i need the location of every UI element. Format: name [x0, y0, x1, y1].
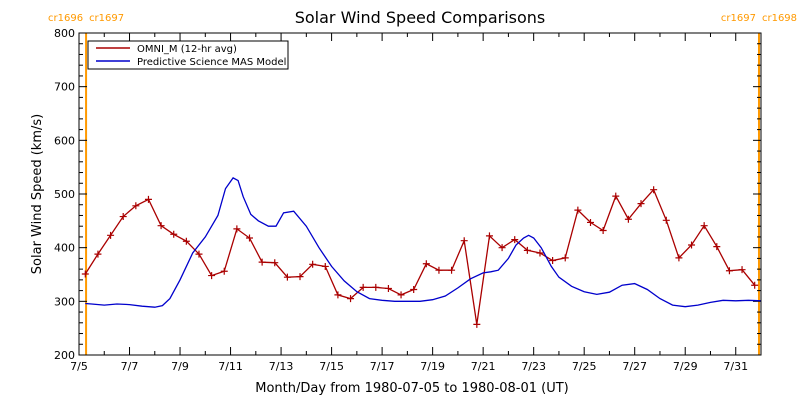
data-point-0 [725, 267, 733, 275]
data-point-0 [397, 291, 405, 299]
carrington-label-right: cr1698 [762, 13, 797, 24]
data-point-0 [347, 295, 355, 303]
data-point-0 [384, 284, 392, 292]
x-tick-label: 7/21 [471, 360, 496, 373]
y-tick-label: 300 [54, 295, 75, 308]
data-point-0 [246, 234, 253, 242]
data-point-0 [662, 216, 670, 224]
x-axis-ticks: 7/5 7/7 7/9 7/11 7/13 7/15 7/17 7/19 7/21 7/23 7/2… [70, 33, 748, 373]
series-layer [81, 177, 762, 328]
data-point-0 [372, 283, 380, 291]
data-point-0 [574, 206, 582, 214]
data-point-0 [561, 254, 569, 262]
data-point-0 [549, 257, 557, 265]
x-tick-label: 7/23 [521, 360, 546, 373]
data-point-0 [144, 195, 152, 203]
data-point-0 [448, 266, 456, 274]
plot-frame [78, 32, 762, 356]
legend: OMNI_M (12-hr avg) Predictive Science MA… [87, 40, 289, 70]
data-point-0 [536, 249, 544, 257]
data-point-0 [460, 237, 468, 245]
data-point-0 [283, 273, 291, 281]
y-tick-label: 600 [54, 134, 75, 147]
data-point-0 [107, 231, 115, 239]
x-tick-label: 7/15 [319, 360, 344, 373]
data-point-0 [334, 291, 342, 299]
data-point-0 [688, 241, 696, 249]
data-point-0 [321, 262, 329, 270]
y-axis-ticks: 200 300 400 500 600 700 800 [54, 27, 761, 362]
data-point-0 [523, 246, 531, 254]
data-point-0 [511, 236, 519, 244]
data-point-0 [157, 222, 165, 230]
data-point-0 [410, 286, 418, 294]
data-point-0 [119, 213, 127, 221]
data-point-0 [498, 244, 506, 252]
data-point-0 [422, 260, 430, 268]
series-line-0 [84, 188, 756, 325]
data-point-0 [485, 232, 493, 240]
x-axis-label: Month/Day from 1980-07-05 to 1980-08-01 … [255, 381, 568, 396]
data-point-0 [170, 230, 178, 238]
data-point-0 [435, 266, 443, 274]
x-tick-label: 7/11 [218, 360, 243, 373]
x-tick-label: 7/27 [622, 360, 647, 373]
data-point-0 [271, 259, 279, 267]
data-point-0 [700, 222, 708, 230]
chart-title: Solar Wind Speed Comparisons [295, 8, 546, 27]
x-tick-label: 7/5 [70, 360, 88, 373]
data-point-0 [81, 270, 89, 278]
data-point-0 [624, 215, 632, 223]
data-point-0 [359, 283, 367, 291]
data-point-0 [233, 225, 241, 233]
y-axis-label: Solar Wind Speed (km/s) [30, 114, 45, 274]
y-tick-label: 700 [54, 81, 75, 94]
data-point-0 [309, 260, 317, 268]
data-point-0 [94, 250, 102, 258]
series-line-1 [85, 177, 762, 308]
legend-label-omni: OMNI_M (12-hr avg) [137, 44, 237, 55]
data-point-0 [208, 272, 216, 280]
data-point-0 [195, 250, 203, 258]
x-tick-label: 7/9 [171, 360, 189, 373]
x-tick-label: 7/29 [673, 360, 698, 373]
y-tick-label: 500 [54, 188, 75, 201]
y-tick-label: 400 [54, 242, 75, 255]
y-tick-label: 200 [54, 349, 75, 362]
carrington-label-left: cr1696 [48, 13, 83, 24]
x-tick-label: 7/13 [269, 360, 294, 373]
data-point-0 [612, 192, 620, 200]
data-point-0 [296, 273, 304, 281]
data-point-0 [713, 243, 721, 251]
y-tick-label: 800 [54, 27, 75, 40]
data-point-0 [220, 267, 228, 275]
data-point-0 [650, 186, 658, 194]
data-point-0 [637, 200, 645, 208]
carrington-label-right: cr1697 [89, 13, 124, 24]
x-tick-label: 7/17 [370, 360, 395, 373]
data-point-0 [132, 202, 140, 210]
x-tick-label: 7/7 [121, 360, 139, 373]
legend-box [87, 40, 289, 70]
data-point-0 [751, 281, 759, 289]
x-tick-label: 7/19 [420, 360, 445, 373]
data-point-0 [473, 320, 481, 328]
data-point-0 [258, 258, 266, 266]
data-point-0 [738, 266, 746, 274]
x-tick-label: 7/31 [723, 360, 748, 373]
legend-label-mas: Predictive Science MAS Model [137, 57, 286, 68]
data-point-0 [587, 218, 594, 226]
x-tick-label: 7/25 [572, 360, 597, 373]
data-point-0 [599, 226, 607, 234]
data-point-0 [182, 237, 190, 245]
carrington-label-left: cr1697 [721, 13, 756, 24]
data-point-0 [675, 254, 683, 262]
